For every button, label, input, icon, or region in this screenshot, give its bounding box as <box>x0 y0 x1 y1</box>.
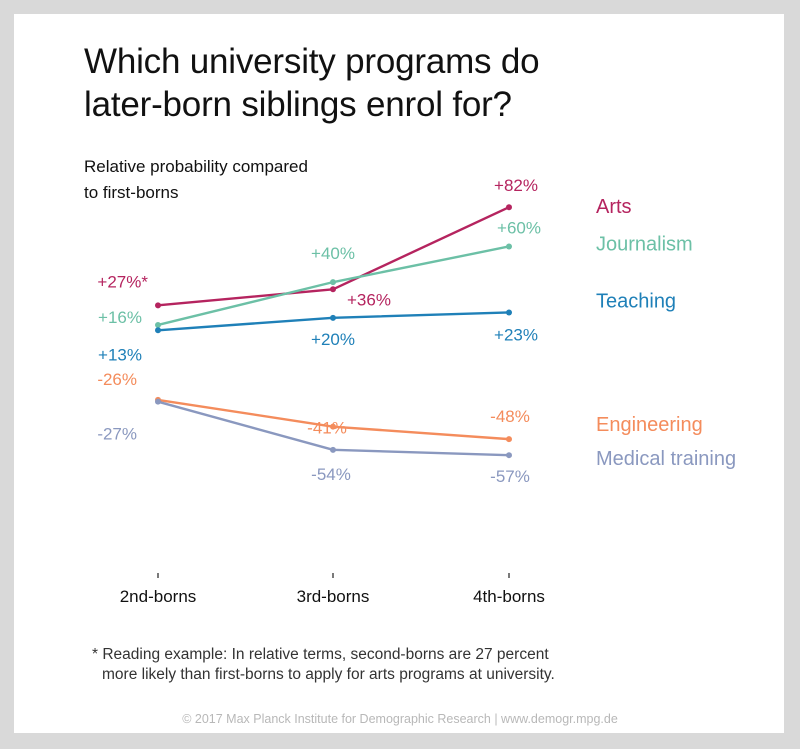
data-point-journalism <box>506 243 512 250</box>
subtitle-line-1: Relative probability compared <box>84 157 308 176</box>
data-label-arts: +36% <box>347 290 391 309</box>
data-point-journalism <box>155 321 161 328</box>
chart-title: Which university programs do later-born … <box>84 40 704 126</box>
chart-subtitle: Relative probability compared to first-b… <box>84 154 384 206</box>
footnote-line-2: more likely than first-borns to apply fo… <box>102 666 555 683</box>
data-label-medical-training: -57% <box>490 467 530 486</box>
data-label-teaching: +13% <box>98 345 142 364</box>
data-label-journalism: +40% <box>311 244 355 263</box>
data-label-journalism: +16% <box>98 308 142 327</box>
x-tick-label: 3rd-borns <box>297 587 370 606</box>
series-name-teaching: Teaching <box>596 290 676 312</box>
data-label-engineering: -26% <box>97 370 137 389</box>
data-point-engineering <box>506 436 512 443</box>
footnote: * Reading example: In relative terms, se… <box>92 645 652 685</box>
data-label-teaching: +20% <box>311 330 355 349</box>
data-point-arts <box>155 302 161 309</box>
x-tick-label: 4th-borns <box>473 587 545 606</box>
series-name-arts: Arts <box>596 196 632 218</box>
data-point-engineering <box>330 423 336 430</box>
series-name-journalism: Journalism <box>596 233 693 255</box>
data-label-engineering: -48% <box>490 407 530 426</box>
chart-card <box>14 14 784 733</box>
subtitle-line-2: to first-borns <box>84 183 179 202</box>
series-name-engineering: Engineering <box>596 414 703 436</box>
data-point-teaching <box>330 314 336 321</box>
title-line-2: later-born siblings enrol for? <box>84 85 512 124</box>
data-point-teaching <box>155 327 161 334</box>
data-label-journalism: +60% <box>497 218 541 237</box>
data-label-teaching: +23% <box>494 325 538 344</box>
data-point-medical-training <box>155 398 161 405</box>
copyright-credit: © 2017 Max Planck Institute for Demograp… <box>182 712 618 726</box>
data-label-arts: +27%* <box>97 272 148 291</box>
data-label-arts: +82% <box>494 176 538 195</box>
x-tick-label: 2nd-borns <box>120 587 197 606</box>
title-line-1: Which university programs do <box>84 42 540 81</box>
data-point-teaching <box>506 309 512 316</box>
data-label-medical-training: -27% <box>97 425 137 444</box>
data-point-medical-training <box>506 452 512 459</box>
footnote-line-1: * Reading example: In relative terms, se… <box>92 646 549 663</box>
data-point-journalism <box>330 279 336 286</box>
series-name-medical-training: Medical training <box>596 448 736 470</box>
data-point-arts <box>330 286 336 293</box>
data-label-engineering: -41% <box>307 419 347 438</box>
data-label-medical-training: -54% <box>311 465 351 484</box>
data-point-medical-training <box>330 446 336 453</box>
data-point-arts <box>506 204 512 211</box>
